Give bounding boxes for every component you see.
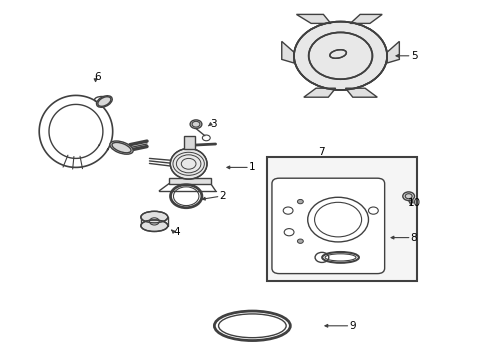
Bar — [169, 178, 211, 184]
Text: 10: 10 — [408, 198, 420, 208]
Circle shape — [294, 22, 387, 90]
Circle shape — [297, 239, 303, 243]
Polygon shape — [304, 88, 336, 97]
Polygon shape — [350, 14, 382, 23]
Text: 3: 3 — [210, 119, 217, 129]
Ellipse shape — [97, 96, 112, 107]
Text: 4: 4 — [173, 227, 180, 237]
Text: 2: 2 — [220, 191, 226, 201]
Polygon shape — [345, 88, 377, 97]
Circle shape — [403, 192, 415, 201]
Circle shape — [297, 199, 303, 204]
Text: 1: 1 — [249, 162, 256, 172]
Ellipse shape — [141, 220, 168, 231]
Text: 5: 5 — [411, 51, 417, 61]
FancyBboxPatch shape — [272, 178, 385, 274]
Ellipse shape — [110, 141, 133, 154]
Bar — [184, 136, 195, 149]
Polygon shape — [296, 14, 331, 23]
Bar — [267, 157, 416, 281]
Circle shape — [190, 120, 202, 129]
Ellipse shape — [171, 148, 207, 179]
Text: 8: 8 — [411, 233, 417, 243]
Text: 7: 7 — [318, 147, 324, 157]
Ellipse shape — [141, 211, 168, 223]
Polygon shape — [282, 41, 294, 63]
Text: 6: 6 — [95, 72, 101, 82]
Polygon shape — [387, 41, 399, 63]
Text: 9: 9 — [349, 321, 356, 331]
